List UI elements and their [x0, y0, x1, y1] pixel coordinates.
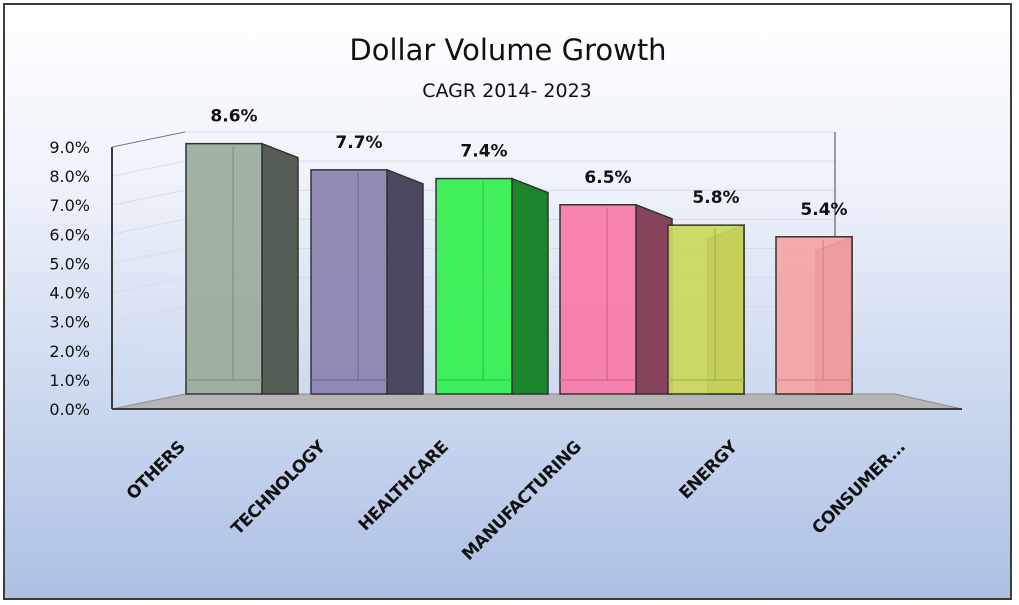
y-tick-label: 6.0%	[49, 225, 90, 244]
bar-front	[310, 169, 388, 395]
bar-front	[559, 204, 637, 395]
bar	[775, 235, 853, 395]
y-tick-label: 1.0%	[49, 371, 90, 390]
data-label: 5.4%	[800, 200, 847, 220]
bar-front	[667, 224, 745, 395]
y-tick-label: 0.0%	[49, 400, 90, 419]
gridline-side	[111, 277, 186, 294]
y-tick-label: 3.0%	[49, 313, 90, 332]
gridline-side	[111, 218, 186, 235]
bar-front	[775, 236, 853, 395]
x-tick-label: ENERGY	[675, 437, 742, 504]
x-tick-label: MANUFACTURING	[458, 437, 585, 564]
y-tick-label: 8.0%	[49, 167, 90, 186]
y-tick-label: 5.0%	[49, 254, 90, 273]
bar	[185, 142, 299, 395]
chart-subtitle: CAGR 2014- 2023	[422, 80, 592, 102]
gridline-side	[111, 306, 186, 323]
data-label: 7.7%	[335, 133, 382, 153]
data-label: 8.6%	[210, 107, 257, 127]
bar	[559, 203, 673, 395]
chart-title: Dollar Volume Growth	[349, 33, 666, 67]
chart-floor	[111, 393, 963, 410]
bar	[310, 168, 424, 395]
bar	[435, 177, 549, 395]
bar-front	[435, 177, 513, 395]
bar-side	[635, 203, 673, 395]
data-label: 5.8%	[692, 188, 739, 208]
x-tick-label: CONSUMER...	[808, 437, 909, 538]
bar-side	[386, 168, 424, 395]
x-tick-label: TECHNOLOGY	[228, 437, 331, 540]
gridline-side	[111, 160, 186, 177]
y-tick-label: 9.0%	[49, 138, 90, 157]
bar	[667, 224, 745, 395]
bar-side	[261, 142, 299, 395]
data-label: 6.5%	[584, 168, 631, 188]
y-tick-label: 2.0%	[49, 342, 90, 361]
x-tick-label: OTHERS	[123, 437, 190, 504]
gridline-side	[111, 247, 186, 264]
y-tick-label: 4.0%	[49, 284, 90, 303]
axis-depth-line	[111, 131, 186, 148]
data-label: 7.4%	[460, 142, 507, 162]
y-tick-label: 7.0%	[49, 196, 90, 215]
bar-side	[511, 177, 549, 395]
gridline-side	[111, 335, 186, 352]
gridline-side	[111, 364, 186, 381]
gridline-side	[111, 189, 186, 206]
bar-front	[185, 142, 263, 395]
x-tick-label: HEALTHCARE	[355, 437, 453, 535]
